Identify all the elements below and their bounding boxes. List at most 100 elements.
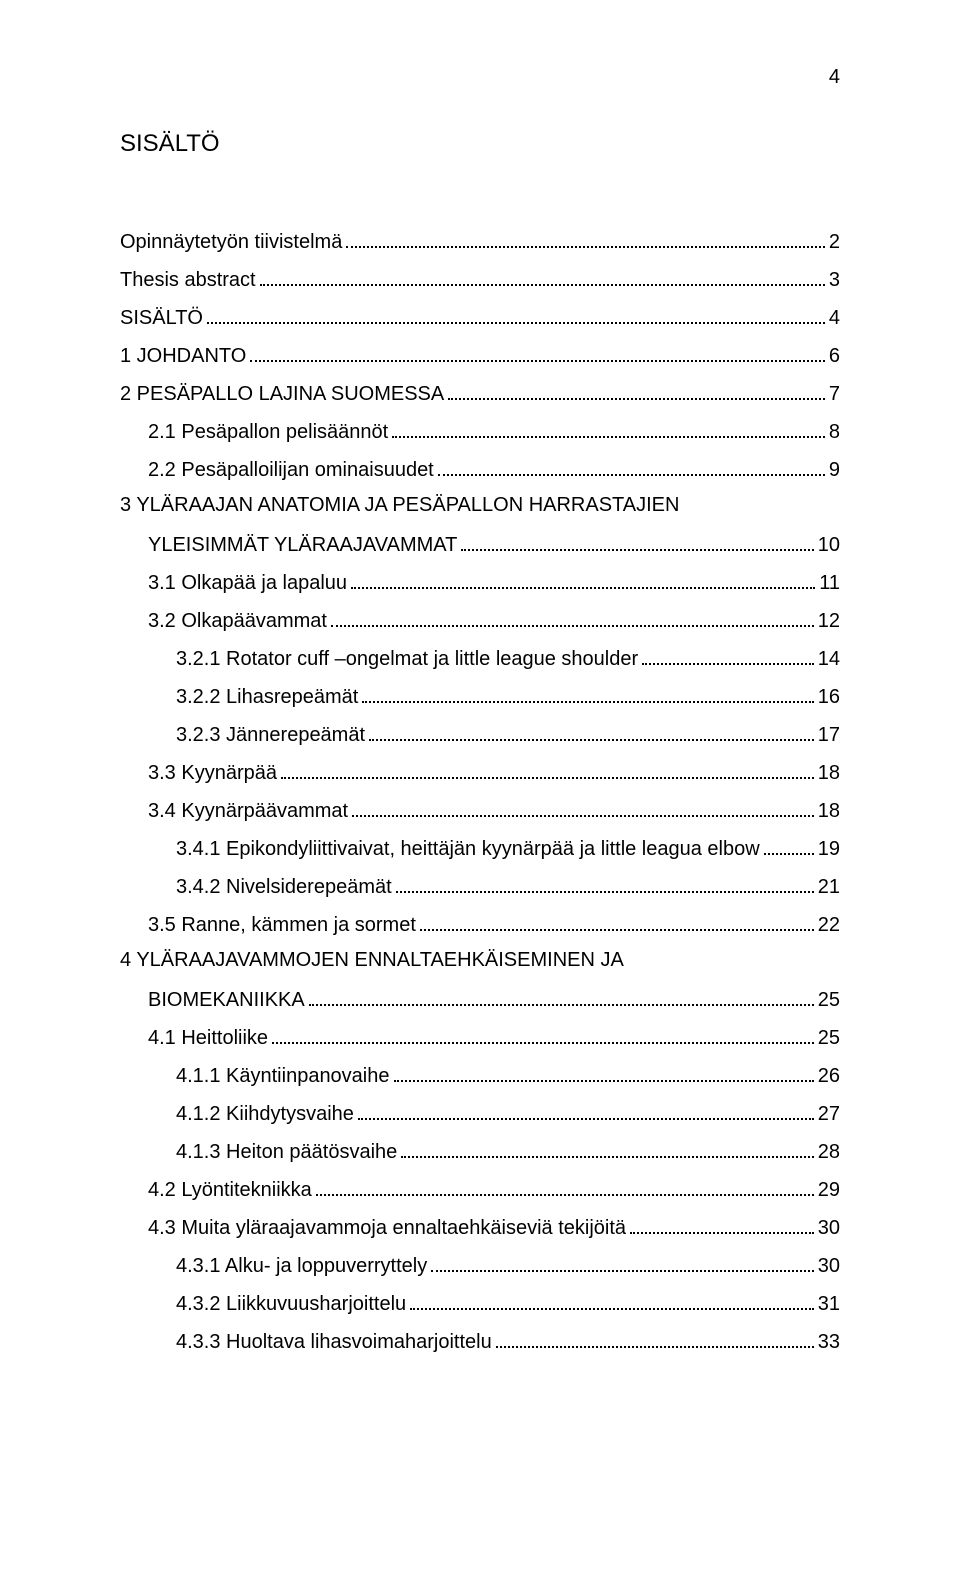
toc-leader bbox=[438, 456, 825, 476]
toc-label: 4.3.3 Huoltava lihasvoimaharjoittelu bbox=[176, 1332, 492, 1352]
toc-entry: 3.4.2 Nivelsiderepeämät 21 bbox=[120, 873, 840, 897]
toc-leader bbox=[420, 911, 814, 931]
toc-page: 17 bbox=[818, 725, 840, 745]
toc-entry: 3.1 Olkapää ja lapaluu 11 bbox=[120, 569, 840, 593]
toc-entry: Opinnäytetyön tiivistelmä 2 bbox=[120, 228, 840, 252]
toc-entry: SISÄLTÖ4 bbox=[120, 304, 840, 328]
toc-page: 18 bbox=[818, 763, 840, 783]
toc-page: 21 bbox=[818, 877, 840, 897]
toc-page: 7 bbox=[829, 384, 840, 404]
toc-leader bbox=[392, 418, 825, 438]
toc-leader bbox=[260, 266, 825, 286]
toc-page: 14 bbox=[818, 649, 840, 669]
toc-entry: 3.4.1 Epikondyliittivaivat, heittäjän ky… bbox=[120, 835, 840, 859]
toc-leader bbox=[396, 873, 814, 893]
toc-page: 3 bbox=[829, 270, 840, 290]
toc-entry: 3.3 Kyynärpää 18 bbox=[120, 759, 840, 783]
toc-page: 8 bbox=[829, 422, 840, 442]
toc-label: 2.1 Pesäpallon pelisäännöt bbox=[148, 422, 388, 442]
toc-label: 3.4 Kyynärpäävammat bbox=[148, 801, 348, 821]
toc-entry-top: 4 YLÄRAAJAVAMMOJEN ENNALTAEHKÄISEMINEN J… bbox=[120, 949, 840, 972]
toc-page: 29 bbox=[818, 1180, 840, 1200]
toc-page: 16 bbox=[818, 687, 840, 707]
toc-leader bbox=[309, 986, 814, 1006]
toc-page: 9 bbox=[829, 460, 840, 480]
toc-leader bbox=[316, 1176, 814, 1196]
toc-entry: 4.3.2 Liikkuvuusharjoittelu 31 bbox=[120, 1290, 840, 1314]
toc-leader bbox=[461, 531, 813, 551]
toc-label: 4.3.2 Liikkuvuusharjoittelu bbox=[176, 1294, 406, 1314]
toc-label: Thesis abstract bbox=[120, 270, 256, 290]
toc-leader bbox=[630, 1214, 814, 1234]
toc-entry: 3.2.1 Rotator cuff –ongelmat ja little l… bbox=[120, 645, 840, 669]
toc-leader bbox=[410, 1290, 814, 1310]
toc-leader bbox=[331, 607, 814, 627]
toc-label: 3.5 Ranne, kämmen ja sormet bbox=[148, 915, 416, 935]
toc-entry: 4.1 Heittoliike 25 bbox=[120, 1024, 840, 1048]
toc-entry: BIOMEKANIIKKA25 bbox=[120, 986, 840, 1010]
toc-label: 4.3.1 Alku- ja loppuverryttely bbox=[176, 1256, 427, 1276]
toc-leader bbox=[272, 1024, 814, 1044]
toc-page: 2 bbox=[829, 232, 840, 252]
toc-page: 30 bbox=[818, 1256, 840, 1276]
toc-label: 4.3 Muita yläraajavammoja ennaltaehkäise… bbox=[148, 1218, 626, 1238]
toc-page: 10 bbox=[818, 535, 840, 555]
toc-leader bbox=[394, 1062, 814, 1082]
toc-label: 3.2.1 Rotator cuff –ongelmat ja little l… bbox=[176, 649, 638, 669]
toc-entry: 3.2.2 Lihasrepeämät 16 bbox=[120, 683, 840, 707]
table-of-contents: Opinnäytetyön tiivistelmä 2 Thesis abstrac… bbox=[120, 228, 840, 1352]
toc-leader bbox=[431, 1252, 814, 1272]
toc-page: 33 bbox=[818, 1332, 840, 1352]
toc-label: Opinnäytetyön tiivistelmä bbox=[120, 232, 342, 252]
toc-page: 27 bbox=[818, 1104, 840, 1124]
toc-page: 25 bbox=[818, 1028, 840, 1048]
toc-entry: 3.5 Ranne, kämmen ja sormet 22 bbox=[120, 911, 840, 935]
toc-entry: 4.1.1 Käyntiinpanovaihe 26 bbox=[120, 1062, 840, 1086]
toc-entry: 4.2 Lyöntitekniikka29 bbox=[120, 1176, 840, 1200]
toc-page: 31 bbox=[818, 1294, 840, 1314]
toc-label: 3.2.2 Lihasrepeämät bbox=[176, 687, 358, 707]
section-title: SISÄLTÖ bbox=[120, 130, 840, 158]
toc-leader bbox=[281, 759, 814, 779]
toc-entry: 4.1.2 Kiihdytysvaihe 27 bbox=[120, 1100, 840, 1124]
toc-label: 4.1.1 Käyntiinpanovaihe bbox=[176, 1066, 390, 1086]
toc-label: 2.2 Pesäpalloilijan ominaisuudet bbox=[148, 460, 434, 480]
toc-label: 3.2.3 Jännerepeämät bbox=[176, 725, 365, 745]
toc-page: 11 bbox=[819, 573, 840, 593]
toc-leader bbox=[448, 380, 825, 400]
toc-entry: 3.2.3 Jännerepeämät 17 bbox=[120, 721, 840, 745]
toc-label: 3.4.1 Epikondyliittivaivat, heittäjän ky… bbox=[176, 839, 760, 859]
toc-page: 6 bbox=[829, 346, 840, 366]
toc-label: 3.3 Kyynärpää bbox=[148, 763, 277, 783]
toc-leader bbox=[401, 1138, 813, 1158]
toc-leader bbox=[362, 683, 813, 703]
toc-leader bbox=[642, 645, 814, 665]
toc-leader bbox=[346, 228, 825, 248]
toc-leader bbox=[764, 835, 814, 855]
toc-entry: 4.3.3 Huoltava lihasvoimaharjoittelu 33 bbox=[120, 1328, 840, 1352]
toc-entry: 4.3 Muita yläraajavammoja ennaltaehkäise… bbox=[120, 1214, 840, 1238]
toc-leader bbox=[250, 342, 825, 362]
toc-label: 4.1 Heittoliike bbox=[148, 1028, 268, 1048]
toc-entry: 3.4 Kyynärpäävammat18 bbox=[120, 797, 840, 821]
toc-label: YLEISIMMÄT YLÄRAAJAVAMMAT bbox=[148, 535, 457, 555]
toc-entry: 4.3.1 Alku- ja loppuverryttely 30 bbox=[120, 1252, 840, 1276]
toc-page: 4 bbox=[829, 308, 840, 328]
toc-entry: YLEISIMMÄT YLÄRAAJAVAMMAT 10 bbox=[120, 531, 840, 555]
toc-label: 1 JOHDANTO bbox=[120, 346, 246, 366]
page-number: 4 bbox=[829, 66, 840, 89]
toc-entry: 2.1 Pesäpallon pelisäännöt 8 bbox=[120, 418, 840, 442]
toc-page: 22 bbox=[818, 915, 840, 935]
toc-label: 4.1.3 Heiton päätösvaihe bbox=[176, 1142, 397, 1162]
toc-label: 3.2 Olkapäävammat bbox=[148, 611, 327, 631]
toc-label: 4.1.2 Kiihdytysvaihe bbox=[176, 1104, 354, 1124]
toc-page: 26 bbox=[818, 1066, 840, 1086]
toc-page: 25 bbox=[818, 990, 840, 1010]
toc-label: 3.4.2 Nivelsiderepeämät bbox=[176, 877, 392, 897]
toc-entry: 2.2 Pesäpalloilijan ominaisuudet 9 bbox=[120, 456, 840, 480]
toc-label: 3.1 Olkapää ja lapaluu bbox=[148, 573, 347, 593]
toc-entry: 1 JOHDANTO 6 bbox=[120, 342, 840, 366]
content-area: SISÄLTÖ Opinnäytetyön tiivistelmä 2 Thesis… bbox=[0, 0, 960, 1352]
toc-entry: 2 PESÄPALLO LAJINA SUOMESSA7 bbox=[120, 380, 840, 404]
toc-page: 28 bbox=[818, 1142, 840, 1162]
